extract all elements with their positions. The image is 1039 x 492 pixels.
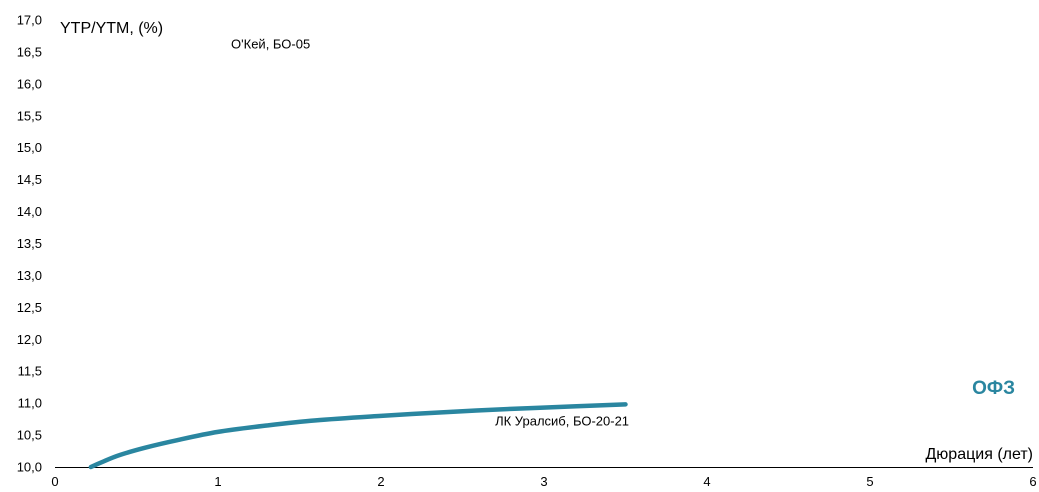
y-tick-label: 10,5 [17,428,42,443]
point-label: О'Кей, БО-05 [231,37,310,52]
y-tick-label: 10,0 [17,460,42,475]
point-annotations: О'Кей, БО-05 ЛК Уралсиб, БО-20-21 [231,37,629,429]
series-label-ofz: ОФЗ [972,378,1015,399]
x-tick-label: 3 [540,474,547,489]
y-tick-label: 17,0 [17,13,42,28]
x-axis-title: Дюрация (лет) [925,446,1033,463]
y-tick-label: 14,5 [17,172,42,187]
y-tick-label: 14,0 [17,204,42,219]
y-tick-label: 11,0 [18,396,42,411]
y-tick-label: 16,5 [17,44,42,59]
x-tick-label: 4 [703,474,710,489]
x-tick-label: 5 [866,474,873,489]
x-tick-label: 1 [214,474,221,489]
y-tick-label: 13,0 [17,268,42,283]
series-line-ofz [88,402,628,470]
x-tick-label: 2 [377,474,384,489]
point-label: ЛК Уралсиб, БО-20-21 [495,413,629,428]
y-tick-label: 13,5 [17,236,42,251]
y-tick-label: 16,0 [17,76,42,91]
x-axis-tick-labels: 0 1 2 3 4 5 6 [51,474,1036,489]
y-axis-tick-labels: 10,0 10,5 11,0 11,5 12,0 12,5 13,0 13,5 14,0 14,5… [17,13,42,475]
y-axis-title: YTP/YTM, (%) [60,20,163,37]
y-tick-label: 15,5 [17,108,42,123]
y-tick-label: 12,0 [17,332,42,347]
x-tick-label: 6 [1029,474,1036,489]
y-tick-label: 12,5 [17,300,42,315]
x-tick-label: 0 [51,474,58,489]
y-tick-label: 11,5 [18,364,42,379]
y-tick-label: 15,0 [17,140,42,155]
